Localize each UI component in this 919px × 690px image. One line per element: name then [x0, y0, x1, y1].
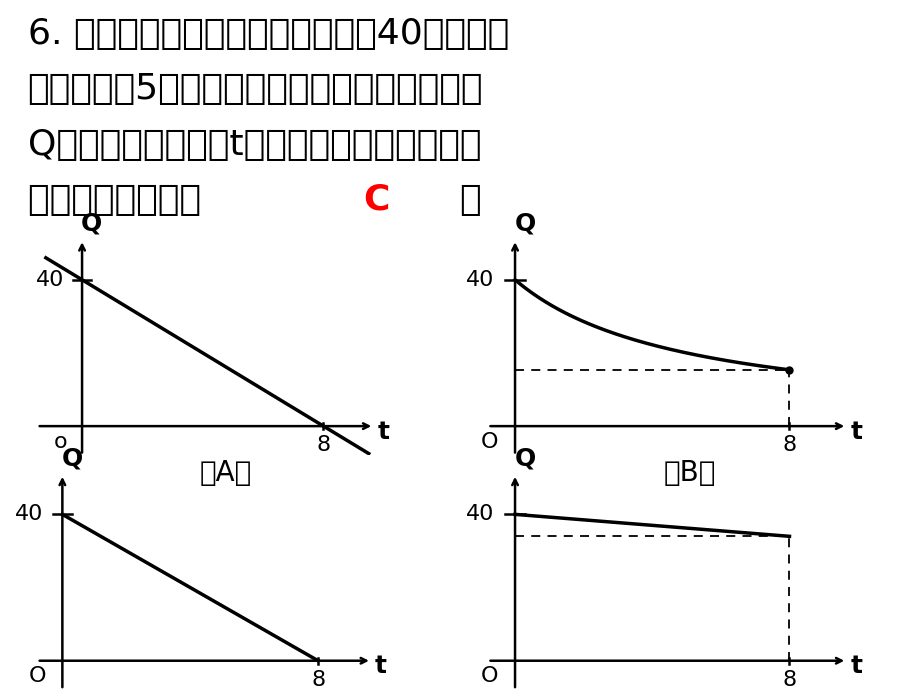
Text: Q: Q: [80, 212, 102, 236]
Text: O: O: [480, 432, 497, 452]
Text: 40: 40: [15, 504, 43, 524]
Text: Q: Q: [62, 446, 83, 471]
Text: Q: Q: [514, 212, 536, 236]
Text: 40: 40: [466, 504, 494, 524]
Text: t: t: [377, 420, 389, 444]
Text: Q（升）与工作时间t（小时）之间的函数关系: Q（升）与工作时间t（小时）之间的函数关系: [28, 128, 481, 161]
Text: 40: 40: [36, 270, 64, 290]
Text: C: C: [363, 183, 390, 217]
Text: t: t: [850, 420, 862, 444]
Text: 用图象可表示为（: 用图象可表示为（: [28, 183, 212, 217]
Text: O: O: [28, 667, 46, 687]
Text: ）: ）: [391, 183, 482, 217]
Text: 8: 8: [316, 435, 330, 455]
Text: 40: 40: [466, 270, 494, 290]
Text: O: O: [480, 667, 497, 687]
Text: o: o: [53, 432, 67, 452]
Text: （A）: （A）: [199, 459, 251, 487]
Text: 每小时耗油5升，那么工作时，油箱中的余油量: 每小时耗油5升，那么工作时，油箱中的余油量: [28, 72, 482, 106]
Text: 8: 8: [781, 435, 796, 455]
Text: t: t: [375, 654, 387, 678]
Text: （B）: （B）: [664, 459, 715, 487]
Text: t: t: [850, 654, 862, 678]
Text: Q: Q: [514, 446, 536, 471]
Text: 8: 8: [311, 670, 324, 690]
Text: 8: 8: [781, 670, 796, 690]
Text: 6. 拖拉机开始工作时，油箱中有油40升，如果: 6. 拖拉机开始工作时，油箱中有油40升，如果: [28, 17, 508, 51]
